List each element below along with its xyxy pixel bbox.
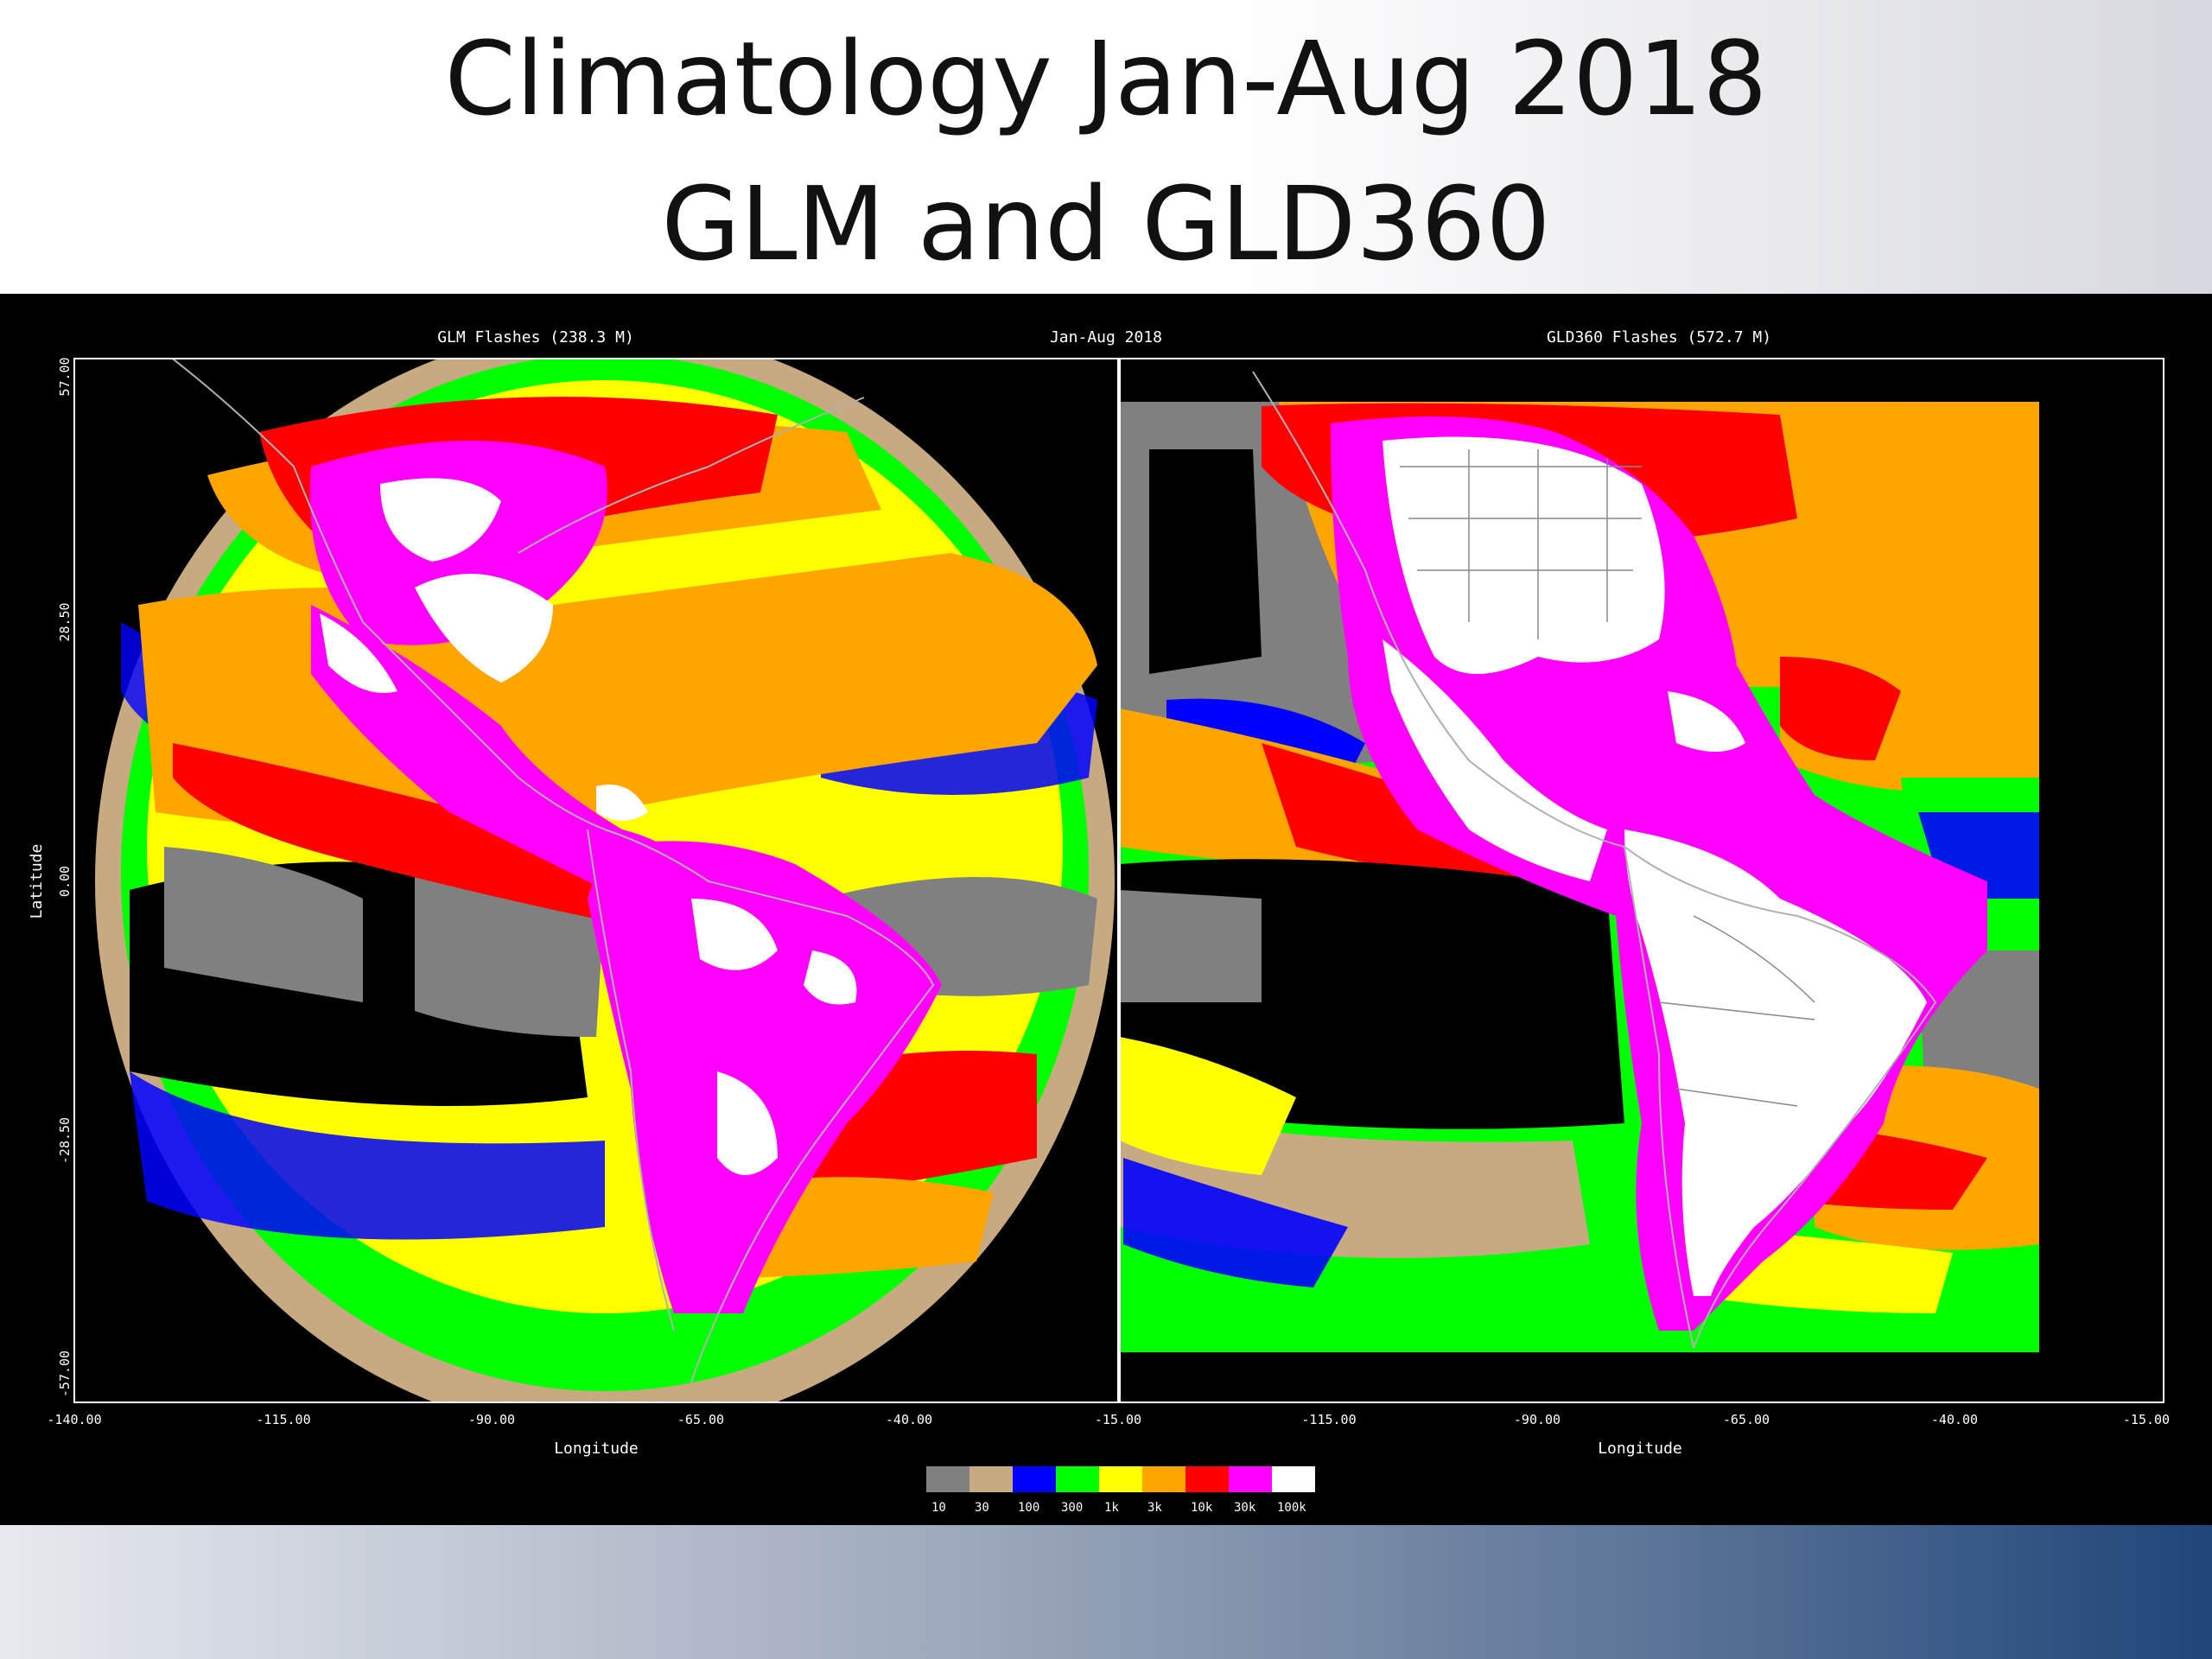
colorbar-swatch	[1185, 1466, 1229, 1492]
y-axis-label: Latitude	[28, 844, 46, 919]
x-tick: -90.00	[1514, 1412, 1560, 1427]
colorbar-label: 300	[1061, 1501, 1083, 1515]
x-tick: -65.00	[1723, 1412, 1770, 1427]
colorbar-label: 10k	[1191, 1501, 1213, 1515]
center-title: Jan-Aug 2018	[1050, 328, 1162, 346]
glm-flash-density-map	[95, 359, 1115, 1402]
colorbar: 10 30 100 300 1k 3k 10k 30k 100k	[926, 1466, 1315, 1515]
x-tick: -90.00	[468, 1412, 515, 1427]
slide-title-line-2: GLM and GLD360	[661, 164, 1551, 283]
y-tick: 0.00	[57, 866, 73, 897]
y-tick: 57.00	[57, 357, 73, 396]
colorbar-swatch	[1099, 1466, 1142, 1492]
x-tick: -15.00	[2123, 1412, 2170, 1427]
x-axis-ticks-left: -140.00 -115.00 -90.00 -65.00 -40.00 -15…	[47, 1412, 1141, 1427]
slide-title-line-1: Climatology Jan-Aug 2018	[444, 19, 1768, 138]
y-tick: -57.00	[57, 1351, 73, 1397]
x-tick: -65.00	[677, 1412, 724, 1427]
gld360-flash-density-map	[1120, 371, 2039, 1352]
colorbar-swatch	[926, 1466, 969, 1492]
x-tick: -15.00	[1095, 1412, 1141, 1427]
x-tick: -140.00	[47, 1412, 101, 1427]
right-panel-title: GLD360 Flashes (572.7 M)	[1547, 328, 1771, 346]
left-panel-title: GLM Flashes (238.3 M)	[437, 328, 634, 346]
colorbar-swatch	[1229, 1466, 1272, 1492]
x-tick: -115.00	[1301, 1412, 1356, 1427]
y-tick: -28.50	[57, 1117, 73, 1164]
right-panel-frame	[1119, 358, 2164, 1403]
colorbar-label: 30k	[1234, 1501, 1256, 1515]
colorbar-label: 10	[931, 1501, 946, 1515]
colorbar-label: 100	[1018, 1501, 1039, 1515]
slide-footer-band	[0, 1525, 2212, 1659]
colorbar-label: 100k	[1277, 1501, 1306, 1515]
colorbar-label: 1k	[1104, 1501, 1119, 1515]
x-tick: -40.00	[1931, 1412, 1978, 1427]
colorbar-label: 3k	[1147, 1501, 1162, 1515]
colorbar-swatch	[1142, 1466, 1185, 1492]
x-tick: -40.00	[886, 1412, 932, 1427]
colorbar-swatch	[1056, 1466, 1099, 1492]
lightning-climatology-figure: GLM Flashes (238.3 M) Jan-Aug 2018 GLD36…	[0, 294, 2212, 1525]
x-axis-label-right: Longitude	[1598, 1440, 1682, 1458]
left-panel-frame	[73, 358, 1119, 1403]
x-axis-label-left: Longitude	[554, 1440, 639, 1458]
x-axis-ticks-right: -115.00 -90.00 -65.00 -40.00 -15.00	[1301, 1412, 2170, 1427]
colorbar-swatch	[1272, 1466, 1315, 1492]
slide-title: Climatology Jan-Aug 2018 GLM and GLD360	[0, 0, 2212, 294]
y-tick: 28.50	[57, 602, 73, 641]
colorbar-label: 30	[975, 1501, 989, 1515]
colorbar-swatch	[969, 1466, 1013, 1492]
y-axis-ticks: 57.00 28.50 0.00 -28.50 -57.00	[57, 357, 73, 1397]
map-figure-svg: GLM Flashes (238.3 M) Jan-Aug 2018 GLD36…	[28, 328, 2170, 1515]
colorbar-swatch	[1013, 1466, 1056, 1492]
x-tick: -115.00	[256, 1412, 310, 1427]
